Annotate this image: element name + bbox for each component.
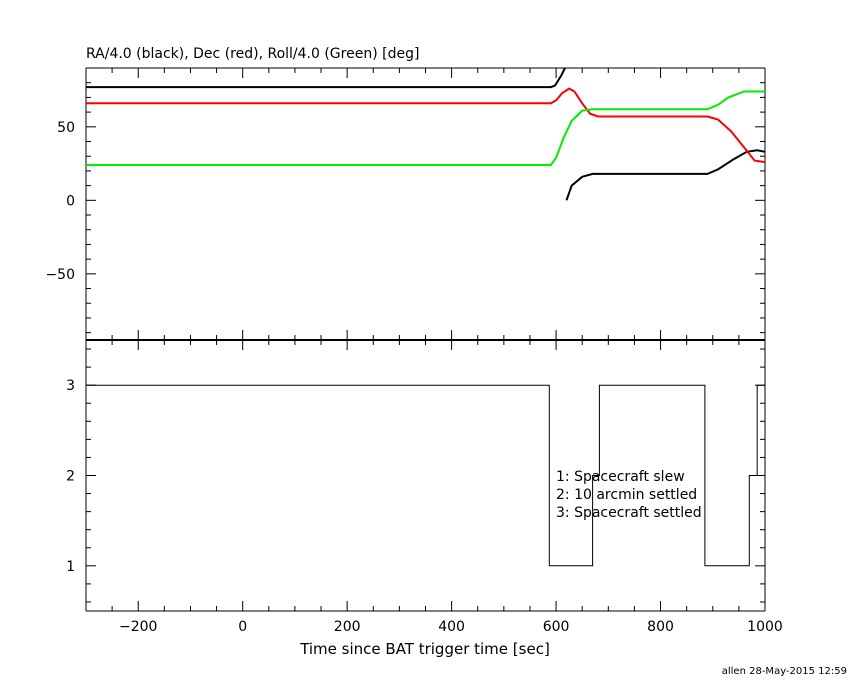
y-tick-label: 2 <box>66 469 75 485</box>
x-tick-label: −200 <box>119 619 157 635</box>
top-panel: −50 0 50 <box>45 67 766 341</box>
y-tick-label: −50 <box>45 267 75 283</box>
state-legend-item: 1: Spacecraft slew <box>556 469 685 485</box>
y-tick-label: 1 <box>66 559 75 575</box>
x-axis-label: Time since BAT trigger time [sec] <box>299 640 550 658</box>
x-tick-label: 600 <box>543 619 570 635</box>
bottom-panel: 1 2 3 −200 0 200 400 600 800 1000 <box>66 339 783 635</box>
series-line-2-0 <box>86 90 765 166</box>
series-line-1-0 <box>86 87 765 164</box>
x-tick-label: 800 <box>647 619 674 635</box>
y-tick-label: 3 <box>66 378 75 394</box>
series-line-0-1 <box>565 149 765 201</box>
footer-stamp: allen 28-May-2015 12:59 <box>722 666 847 677</box>
state-step-line-0 <box>86 384 765 567</box>
x-tick-label: 0 <box>238 619 247 635</box>
x-tick-label: 200 <box>334 619 361 635</box>
top-panel-title: RA/4.0 (black), Dec (red), Roll/4.0 (Gre… <box>86 46 419 62</box>
y-tick-label: 50 <box>57 120 75 136</box>
x-tick-label: 400 <box>438 619 465 635</box>
state-legend-item: 3: Spacecraft settled <box>556 505 702 521</box>
state-legend: 1: Spacecraft slew 2: 10 arcmin settled 3:… <box>556 469 702 521</box>
y-tick-label: 0 <box>66 193 75 209</box>
series-line-0-0 <box>86 68 566 89</box>
x-tick-label: 1000 <box>747 619 783 635</box>
state-legend-item: 2: 10 arcmin settled <box>556 487 697 503</box>
